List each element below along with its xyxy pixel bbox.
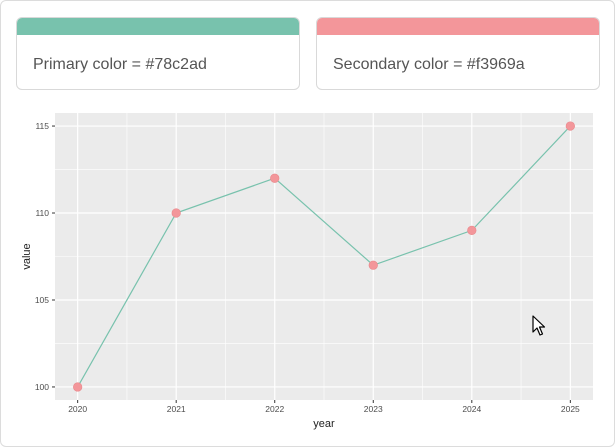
primary-color-swatch (17, 18, 299, 35)
secondary-color-label: Secondary color = #f3969a (333, 56, 525, 73)
data-point (565, 121, 575, 131)
mouse-pointer-icon (532, 315, 546, 336)
data-point (270, 173, 280, 183)
x-tick-label: 2024 (462, 404, 481, 414)
y-tick-label: 105 (35, 295, 49, 305)
secondary-color-swatch (317, 18, 599, 35)
y-tick-label: 110 (35, 208, 49, 218)
data-point (73, 382, 83, 392)
line-chart: 2020 2021 2022 2023 2024 2025 100 105 110 115 year… (21, 113, 593, 430)
data-point (467, 225, 477, 236)
data-point (368, 260, 378, 270)
y-tick-label: 115 (35, 121, 49, 131)
secondary-color-card: Secondary color = #f3969a (316, 17, 600, 90)
primary-color-card: Primary color = #78c2ad (16, 17, 300, 90)
x-tick-label: 2023 (364, 404, 383, 414)
y-tick-label: 100 (35, 382, 49, 392)
x-tick-label: 2021 (167, 404, 186, 414)
primary-color-label: Primary color = #78c2ad (33, 56, 207, 73)
series-line (77, 125, 571, 388)
x-axis-title: year (313, 418, 335, 430)
x-tick-label: 2020 (68, 404, 87, 414)
data-point (171, 208, 181, 218)
y-axis-title: value (21, 243, 33, 269)
x-tick-label: 2025 (561, 404, 580, 414)
x-tick-label: 2022 (265, 404, 284, 414)
